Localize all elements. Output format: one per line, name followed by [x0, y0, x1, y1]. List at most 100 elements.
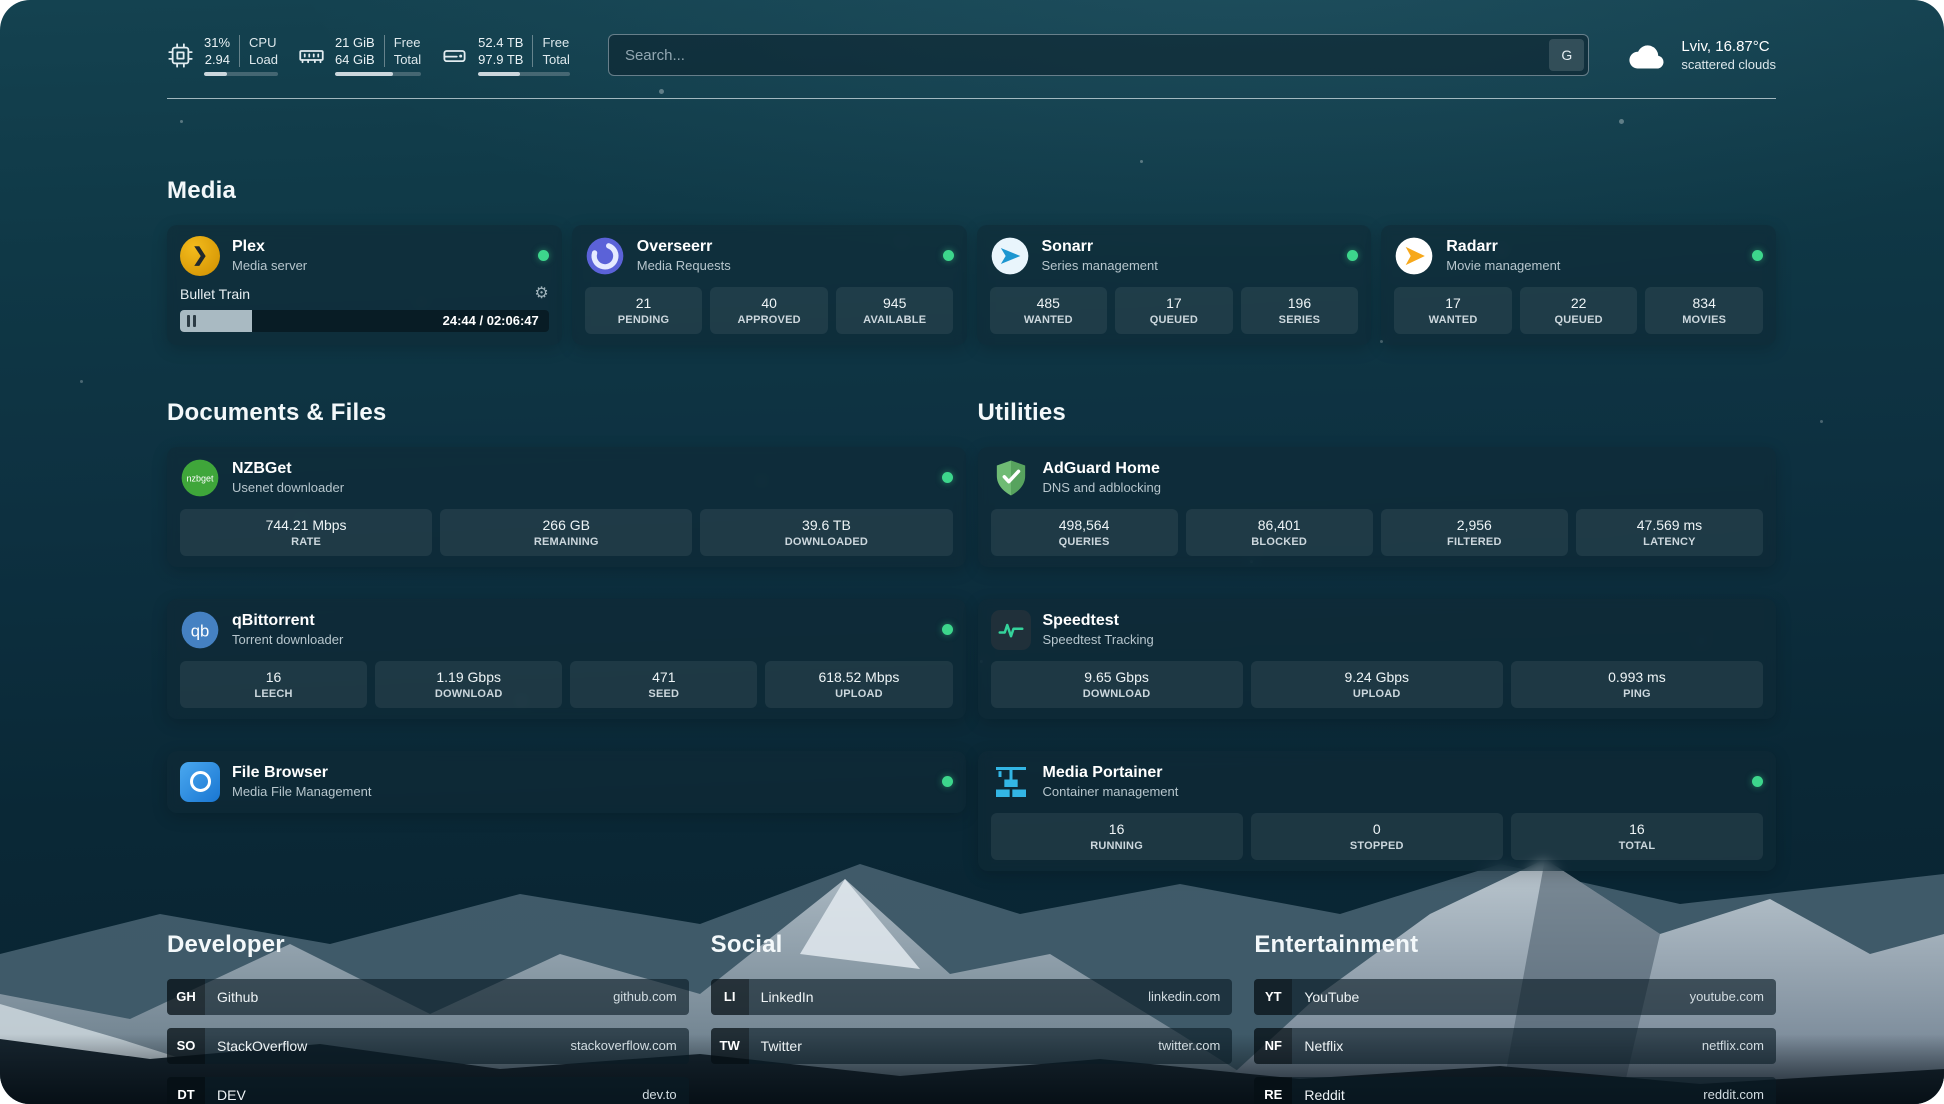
app-name: Sonarr	[1041, 238, 1094, 256]
bookmark-github[interactable]: GH Github github.com	[167, 978, 689, 1015]
topbar-divider	[167, 98, 1776, 99]
stat-leech: 16 LEECH	[180, 660, 368, 708]
stat-total: 16 TOTAL	[1510, 812, 1764, 860]
reddit-icon: RE	[1254, 1076, 1293, 1104]
section-title-utilities: Utilities	[977, 398, 1066, 426]
bookmark-reddit[interactable]: RE Reddit reddit.com	[1254, 1076, 1776, 1104]
section-title-developer: Developer	[167, 930, 285, 958]
stat-wanted: 485 WANTED	[989, 286, 1108, 334]
cloud-icon	[1629, 45, 1664, 69]
status-dot	[537, 250, 549, 262]
stat-queries: 498,564 QUERIES	[990, 508, 1178, 556]
search-bar: G	[607, 34, 1590, 76]
memory-free-label: Free	[393, 34, 421, 50]
stat-upload: 618.52 Mbps UPLOAD	[765, 660, 953, 708]
search-input[interactable]	[607, 34, 1590, 76]
status-dot	[942, 250, 954, 262]
status-dot	[941, 776, 953, 788]
cpu-load-label: Load	[249, 51, 278, 67]
portainer-icon	[991, 762, 1031, 802]
bookmark-youtube[interactable]: YT YouTube youtube.com	[1254, 978, 1776, 1015]
app-card-adguard[interactable]: AdGuard Home DNS and adblocking 498,564 …	[977, 446, 1776, 567]
app-subtitle: Speedtest Tracking	[1042, 632, 1154, 648]
memory-usage-bar	[334, 71, 422, 76]
search-engine-button[interactable]: G	[1549, 39, 1585, 71]
storage-usage-bar	[478, 71, 570, 76]
memory-monitor: 21 GiB 64 GiB Free Total	[298, 34, 422, 76]
bookmark-linkedin[interactable]: LI LinkedIn linkedin.com	[710, 978, 1233, 1015]
bookmark-dev[interactable]: DT DEV dev.to	[167, 1076, 689, 1104]
app-card-plex[interactable]: ❯ Plex Media server Bullet Train ⚙	[167, 224, 562, 345]
app-name: Speedtest	[1042, 612, 1119, 630]
gear-icon[interactable]: ⚙	[534, 284, 549, 302]
app-subtitle: Media Requests	[636, 258, 731, 274]
radarr-icon	[1394, 236, 1434, 276]
section-title-documents: Documents & Files	[167, 398, 387, 426]
storage-monitor: 52.4 TB 97.9 TB Free Total	[441, 34, 570, 76]
stat-blocked: 86,401 BLOCKED	[1185, 508, 1373, 556]
disk-icon	[443, 49, 466, 62]
app-name: qBittorrent	[232, 612, 315, 630]
now-playing-title: Bullet Train	[180, 285, 251, 302]
cpu-icon	[168, 42, 193, 68]
nzbget-icon: nzbget	[180, 458, 220, 498]
stat-remaining: 266 GB REMAINING	[440, 508, 693, 556]
stat-queued: 22 QUEUED	[1519, 286, 1638, 334]
app-card-overseerr[interactable]: Overseerr Media Requests 21 PENDING	[571, 224, 967, 345]
memory-free-value: 21 GiB	[334, 34, 375, 50]
status-dot	[941, 472, 953, 484]
app-name: Plex	[232, 238, 265, 256]
speedtest-icon	[990, 609, 1031, 650]
app-subtitle: Media server	[232, 258, 308, 274]
app-card-sonarr[interactable]: Sonarr Series management 485 WANTED	[976, 224, 1372, 345]
storage-free-label: Free	[542, 34, 570, 50]
status-dot	[1752, 250, 1763, 262]
bookmark-stackoverflow[interactable]: SO StackOverflow stackoverflow.com	[167, 1027, 689, 1064]
stat-downloaded: 39.6 TB DOWNLOADED	[700, 508, 953, 556]
app-subtitle: Container management	[1042, 784, 1179, 800]
twitter-icon: TW	[710, 1027, 749, 1064]
stat-download: 9.65 Gbps DOWNLOAD	[990, 660, 1243, 708]
linkedin-icon: LI	[710, 978, 749, 1015]
app-card-speedtest[interactable]: Speedtest Speedtest Tracking 9.65 Gbps D…	[977, 598, 1776, 719]
section-social: Social LI LinkedIn linkedin.com TW Twitt…	[710, 911, 1233, 1104]
app-subtitle: DNS and adblocking	[1042, 480, 1162, 496]
app-card-filebrowser[interactable]: File Browser Media File Management	[167, 750, 966, 813]
section-documents: Documents & Files nzbget NZBGet Usen	[167, 379, 966, 871]
app-card-radarr[interactable]: Radarr Movie management 17 WANTED 2	[1381, 224, 1776, 345]
cpu-label: CPU	[249, 34, 277, 50]
svg-text:qb: qb	[191, 621, 210, 640]
app-name: AdGuard Home	[1042, 460, 1160, 478]
app-name: Media Portainer	[1042, 764, 1163, 782]
stat-download: 1.19 Gbps DOWNLOAD	[375, 660, 563, 708]
playback-time: 24:44 / 02:06:47	[442, 313, 539, 329]
stat-pending: 21 PENDING	[584, 286, 703, 334]
app-subtitle: Torrent downloader	[232, 632, 344, 648]
svg-text:nzbget: nzbget	[186, 473, 214, 483]
app-subtitle: Media File Management	[232, 784, 372, 800]
section-developer: Developer GH Github github.com SO StackO…	[167, 911, 689, 1104]
playback-progress-bar[interactable]: 24:44 / 02:06:47	[180, 309, 549, 332]
overseerr-icon	[585, 236, 625, 276]
cpu-load-value: 2.94	[204, 51, 231, 67]
status-dot	[941, 624, 953, 636]
app-card-qbittorrent[interactable]: qb qBittorrent Torrent downloader	[167, 598, 966, 719]
pause-icon[interactable]	[187, 314, 196, 327]
stat-upload: 9.24 Gbps UPLOAD	[1250, 660, 1503, 708]
app-card-nzbget[interactable]: nzbget NZBGet Usenet downloader	[167, 446, 966, 567]
stackoverflow-icon: SO	[167, 1027, 205, 1064]
github-icon: GH	[167, 978, 205, 1015]
app-name: File Browser	[232, 764, 329, 782]
bookmark-twitter[interactable]: TW Twitter twitter.com	[710, 1027, 1233, 1064]
bookmark-netflix[interactable]: NF Netflix netflix.com	[1254, 1027, 1776, 1064]
netflix-icon: NF	[1254, 1027, 1293, 1064]
top-bar: 31% 2.94 CPU Load	[0, 0, 1944, 76]
weather-condition: scattered clouds	[1681, 57, 1776, 72]
app-card-portainer[interactable]: Media Portainer Container management 16 …	[977, 750, 1776, 871]
stat-wanted: 17 WANTED	[1394, 286, 1512, 334]
memory-total-label: Total	[393, 51, 422, 67]
app-name: Radarr	[1446, 238, 1498, 256]
adguard-icon	[991, 458, 1031, 498]
app-subtitle: Usenet downloader	[232, 480, 345, 496]
